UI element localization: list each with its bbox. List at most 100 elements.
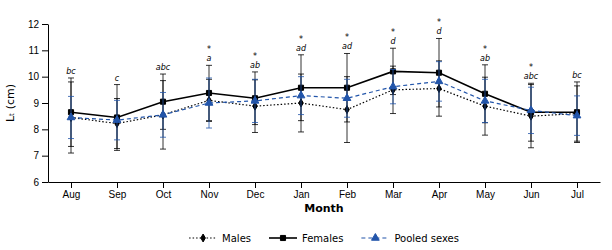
annotation: *: [391, 28, 395, 37]
marker: [205, 99, 213, 106]
x-tick-mark: [255, 182, 256, 188]
y-tick: 6: [33, 177, 48, 188]
marker: [435, 77, 443, 84]
y-tick: 7: [33, 150, 48, 161]
x-tick-mark: [71, 182, 72, 188]
x-tick: Nov: [201, 182, 219, 200]
marker: [113, 116, 121, 123]
legend: Males Females Pooled sexes: [189, 233, 459, 244]
y-tick-label: 8: [33, 124, 39, 135]
y-tick-mark: [42, 24, 48, 25]
error-bar: [482, 65, 488, 123]
error-bar: [298, 74, 304, 132]
annotation: bc: [66, 67, 76, 76]
y-tick-mark: [42, 182, 48, 183]
legend-label: Males: [222, 233, 251, 244]
error-bar: [252, 79, 258, 122]
error-bar: [114, 85, 120, 151]
x-tick-mark: [393, 182, 394, 188]
annotation: d: [436, 27, 442, 36]
x-tick-mark: [163, 182, 164, 188]
legend-item: Males: [189, 233, 251, 244]
error-bar: [436, 62, 442, 102]
annotation: *: [299, 35, 303, 44]
x-tick-label: Sep: [109, 189, 127, 200]
y-axis-title: Lₜ (cm): [4, 84, 17, 122]
y-tick: 10: [28, 71, 48, 82]
annotation: ad: [296, 44, 307, 53]
series-line: [71, 89, 577, 124]
x-tick-label: Aug: [63, 189, 81, 200]
annotation: a: [207, 54, 212, 63]
error-bar: [574, 96, 580, 136]
annotation: abc: [524, 72, 539, 81]
error-bar: [114, 100, 120, 140]
x-tick-mark: [347, 182, 348, 188]
legend-label: Pooled sexes: [394, 233, 459, 244]
legend-item: Females: [269, 233, 343, 244]
series-line: [71, 81, 577, 120]
y-tick: 8: [33, 124, 48, 135]
x-tick-mark: [117, 182, 118, 188]
x-tick-mark: [301, 182, 302, 188]
marker: [481, 96, 489, 103]
annotation: *: [207, 45, 211, 54]
y-tick-mark: [42, 156, 48, 157]
annotation: *: [483, 45, 487, 54]
marker: [527, 106, 535, 113]
error-bar: [574, 82, 580, 143]
y-tick-label: 12: [28, 19, 40, 30]
legend-item: Pooled sexes: [361, 233, 459, 244]
error-bar: [528, 83, 534, 141]
marker: [389, 82, 397, 89]
x-axis: AugSepOctNovDecJanFebMarAprMayJunJul: [49, 182, 601, 200]
annotation: *: [529, 63, 533, 72]
error-bar: [344, 53, 350, 121]
x-axis-line: [49, 182, 601, 183]
marker: [251, 96, 259, 103]
annotations: bccabc*a*ab*ad*ad*d*d*ab*abcbc: [66, 18, 582, 82]
marker: [67, 113, 75, 120]
x-tick: May: [476, 182, 495, 200]
error-bar: [252, 72, 258, 125]
x-tick-label: Apr: [432, 189, 448, 200]
error-bar: [206, 78, 212, 128]
error-bar: [68, 78, 74, 146]
y-tick: 12: [28, 19, 48, 30]
error-bar: [344, 77, 350, 143]
x-tick-label: Mar: [385, 189, 403, 200]
x-tick-label: Jan: [293, 189, 309, 200]
series-line: [71, 71, 577, 117]
y-tick-label: 7: [33, 150, 39, 161]
error-bar: [436, 38, 442, 106]
legend-marker: [372, 234, 380, 241]
y-tick: 11: [29, 45, 48, 56]
marker: [573, 111, 581, 118]
x-tick: Oct: [156, 182, 172, 200]
x-tick-mark: [439, 182, 440, 188]
y-tick-label: 6: [33, 177, 39, 188]
annotation: ab: [250, 61, 260, 70]
error-bar: [482, 77, 488, 135]
x-tick: Feb: [339, 182, 357, 200]
x-tick: Jan: [293, 182, 309, 200]
y-tick-mark: [42, 77, 48, 78]
x-axis-title: Month: [304, 202, 343, 215]
series: [67, 62, 581, 140]
y-tick: 9: [33, 98, 48, 109]
series: [68, 38, 580, 150]
y-tick-mark: [42, 129, 48, 130]
y-axis: 6 7 8 9 10 11 12: [28, 19, 49, 188]
error-bar: [344, 79, 350, 117]
legend-marker: [201, 234, 206, 242]
error-bar: [298, 77, 304, 115]
chart: AugSepOctNovDecJanFebMarAprMayJunJul6789…: [0, 0, 612, 250]
series: [68, 61, 580, 153]
y-axis-line: [48, 25, 49, 183]
x-tick-mark: [531, 182, 532, 188]
annotation: ad: [342, 42, 353, 51]
y-tick-label: 11: [29, 45, 40, 56]
annotation: d: [390, 37, 396, 46]
error-bar: [482, 79, 488, 122]
x-tick-label: May: [476, 189, 495, 200]
